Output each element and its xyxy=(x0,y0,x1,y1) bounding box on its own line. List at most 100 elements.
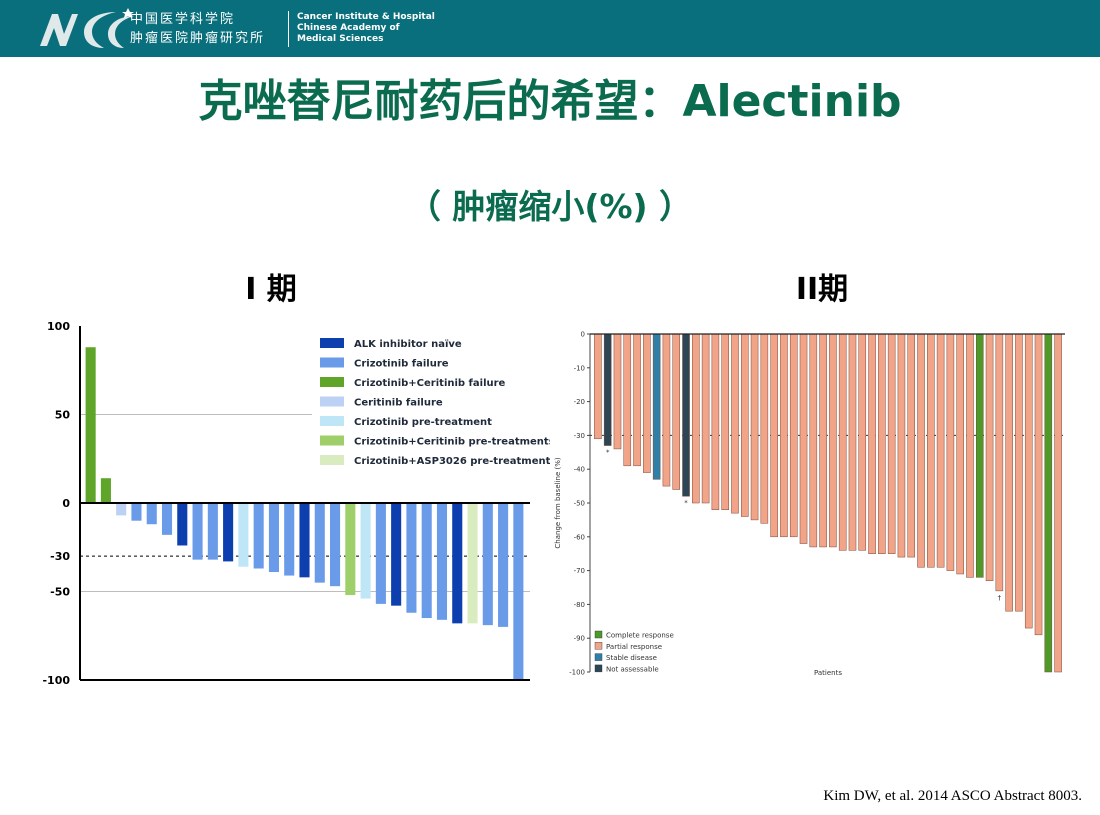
phase2-bar xyxy=(966,333,974,578)
phase2-bar xyxy=(780,333,788,538)
phase2-bar xyxy=(868,333,876,554)
phase2-bar xyxy=(721,333,729,511)
phase2-bar xyxy=(887,333,896,554)
org-en-line2: Chinese Academy of xyxy=(297,23,400,33)
phase1-ytick-label: 100 xyxy=(47,320,70,333)
phase1-bar xyxy=(391,503,402,606)
phase2-label: II期 xyxy=(795,272,849,307)
phase2-ytick-label: -60 xyxy=(574,533,585,541)
phase1-bar xyxy=(452,503,463,624)
phase2-bar xyxy=(838,333,847,551)
phase2-bar xyxy=(995,333,1004,592)
phase2-ytick-label: 0 xyxy=(581,331,585,339)
phase2-bar xyxy=(975,333,984,578)
phase2-bar xyxy=(711,333,720,511)
phase2-legend-swatch-pr xyxy=(594,642,603,650)
phase2-bar xyxy=(731,333,739,514)
phase1-bar xyxy=(268,503,279,573)
org-divider xyxy=(288,11,289,47)
phase2-bar xyxy=(829,333,837,548)
phase1-ytick-label: 0 xyxy=(62,497,70,510)
phase2-bar xyxy=(594,333,602,440)
phase2-bar xyxy=(603,333,612,446)
phase1-bar xyxy=(498,503,509,627)
phase1-bar xyxy=(299,503,310,578)
phase2-bar xyxy=(917,333,925,568)
phase1-bar xyxy=(146,503,157,525)
phase2-bar xyxy=(848,333,857,551)
phase2-ytick-label: -50 xyxy=(574,500,585,508)
phase2-bar xyxy=(897,333,906,558)
ncc-logo-icon xyxy=(40,8,134,48)
phase1-bar xyxy=(421,503,432,619)
phase1-legend-label-cerf: Ceritinib failure xyxy=(354,398,443,409)
slide-title: 克唑替尼耐药后的希望：Alectinib xyxy=(198,76,902,127)
phase2-bar xyxy=(1044,333,1053,673)
phase2-y-axis-label: Change from baseline (%) xyxy=(554,457,562,548)
phase2-bar xyxy=(936,333,945,568)
phase2-bar xyxy=(682,333,690,497)
org-name-chinese: 中国医学科学院 肿瘤医院肿瘤研究所 xyxy=(130,10,290,48)
phase1-bar xyxy=(131,503,142,521)
phase1-bar xyxy=(177,503,188,546)
phase1-legend-swatch-ccf xyxy=(320,377,344,387)
phase2-bar xyxy=(672,333,681,490)
phase1-ytick-label: -100 xyxy=(42,674,70,687)
phase2-bar xyxy=(692,333,700,504)
phase1-legend-label-naive: ALK inhibitor naïve xyxy=(354,339,462,350)
phase2-legend-swatch-na xyxy=(594,664,603,673)
phase2-legend-label-cr: Complete response xyxy=(606,632,674,640)
phase2-bar xyxy=(907,333,916,558)
phase1-legend-label-asppre: Crizotinib+ASP3026 pre-treatments xyxy=(354,456,550,467)
phase1-bar xyxy=(345,503,356,596)
phase2-bar xyxy=(985,333,994,581)
phase2-bar xyxy=(652,333,661,480)
phase2-bar xyxy=(789,333,798,538)
phase2-legend-swatch-cr xyxy=(594,630,603,639)
phase1-bar xyxy=(85,347,96,503)
phase1-ytick-label: -30 xyxy=(50,550,70,563)
phase2-legend-label-pr: Partial response xyxy=(606,643,662,651)
phase2-waterfall-chart: Change from baseline (%) * * † 0 -10 -20 -30 -40… xyxy=(554,331,1065,677)
phase1-bar xyxy=(482,503,493,626)
phase1-bar xyxy=(436,503,448,620)
phase1-legend-label-ccpre: Crizotinib+Ceritinib pre-treatments xyxy=(354,437,550,448)
slide-subtitle: （ 肿瘤缩小(%) ） xyxy=(407,187,693,226)
phase1-bar xyxy=(406,503,417,613)
phase1-bar xyxy=(360,503,371,599)
phase2-bar xyxy=(623,333,632,467)
phase1-legend-swatch-naive xyxy=(320,338,344,348)
phase2-bar xyxy=(1005,333,1013,612)
phase1-bar xyxy=(238,503,249,567)
phase2-bar xyxy=(819,333,827,548)
phase2-bar xyxy=(956,333,964,575)
phase2-annotation: * xyxy=(684,499,688,507)
phase2-bar xyxy=(809,333,818,548)
phase1-bar xyxy=(161,503,173,535)
phase2-ytick-label: -40 xyxy=(574,466,585,474)
phase1-bar xyxy=(314,503,325,583)
phase1-bar xyxy=(467,503,478,624)
phase2-ytick-label: -20 xyxy=(574,398,585,406)
phase2-bar xyxy=(701,333,710,504)
phase1-bar xyxy=(330,503,341,587)
phase2-ytick-label: -10 xyxy=(574,364,585,372)
citation: Kim DW, et al. 2014 ASCO Abstract 8003. xyxy=(823,788,1082,804)
phase1-legend-swatch-crizf xyxy=(320,357,344,368)
phase2-legend-swatch-sd xyxy=(594,653,603,661)
phase2-bar xyxy=(1024,333,1033,629)
org-cn-line2: 肿瘤医院肿瘤研究所 xyxy=(130,31,266,46)
phase2-ytick-label: -100 xyxy=(569,669,585,677)
phase2-bar xyxy=(760,333,769,524)
org-en-line1: Cancer Institute & Hospital xyxy=(297,12,435,22)
phase1-bar xyxy=(284,503,295,576)
org-en-line3: Medical Sciences xyxy=(297,34,384,44)
phase2-x-axis-label: Patients xyxy=(814,669,842,677)
phase2-bar xyxy=(858,333,867,551)
org-cn-line1: 中国医学科学院 xyxy=(130,12,236,27)
phase1-legend-label-crizpre: Crizotinib pre-treatment xyxy=(354,417,492,428)
phase2-legend-label-sd: Stable disease xyxy=(606,654,657,662)
phase1-bar xyxy=(375,503,386,604)
phase2-bar xyxy=(613,333,622,450)
phase2-bar xyxy=(633,333,641,467)
